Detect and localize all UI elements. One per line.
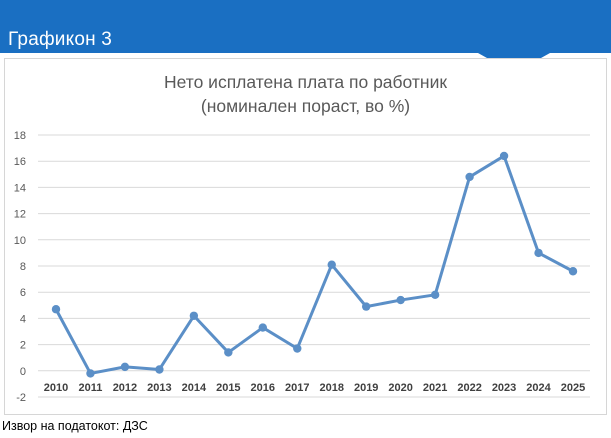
x-axis-ticks: 2010 2011 2012 2013 2014 2015 2016 2017 2018 2019… bbox=[44, 382, 585, 394]
y-tick-label: 10 bbox=[14, 235, 26, 247]
x-tick-label: 2013 bbox=[147, 382, 171, 394]
x-tick-label: 2014 bbox=[182, 382, 207, 394]
x-tick-label: 2022 bbox=[457, 382, 481, 394]
series-wage-growth bbox=[51, 151, 578, 378]
y-tick-label: 16 bbox=[14, 156, 26, 168]
data-point-2010 bbox=[51, 305, 61, 314]
chart-panel bbox=[4, 58, 607, 415]
data-point-2014 bbox=[189, 311, 199, 320]
x-tick-label: 2015 bbox=[216, 382, 240, 394]
x-tick-label: 2018 bbox=[319, 382, 343, 394]
series-line bbox=[54, 154, 575, 375]
y-tick-label: -2 bbox=[16, 392, 26, 404]
y-tick-label: 14 bbox=[14, 182, 26, 194]
x-tick-label: 2023 bbox=[492, 382, 516, 394]
data-point-2016 bbox=[258, 323, 267, 332]
data-point-2012 bbox=[120, 362, 130, 372]
x-tick-label: 2021 bbox=[423, 382, 447, 394]
data-point-2025 bbox=[568, 267, 578, 276]
source-note: Извор на податокот: ДЗС bbox=[2, 419, 148, 433]
chart-title-block: Нето исплатена плата по работник (номина… bbox=[4, 70, 607, 118]
data-point-2024 bbox=[534, 248, 543, 258]
chart-header-bar: Графикон 3 bbox=[0, 0, 611, 53]
figure-label: Графикон 3 bbox=[8, 29, 113, 50]
y-axis-ticks: -2 0 2 4 6 8 10 12 14 16 18 bbox=[14, 130, 26, 404]
x-tick-label: 2024 bbox=[526, 382, 551, 394]
data-point-2019 bbox=[362, 302, 371, 311]
chart-subtitle: (номинален пораст, во %) bbox=[200, 96, 411, 116]
data-point-2023 bbox=[499, 151, 509, 161]
data-point-2015 bbox=[224, 348, 233, 357]
chart-title: Нето исплатена плата по работник bbox=[163, 72, 448, 92]
y-tick-label: 12 bbox=[14, 209, 26, 221]
data-point-2021 bbox=[430, 290, 440, 300]
y-tick-label: 8 bbox=[20, 261, 26, 273]
grid-lines bbox=[38, 134, 590, 398]
y-tick-label: 18 bbox=[14, 130, 26, 142]
x-tick-label: 2016 bbox=[251, 382, 275, 394]
data-point-2017 bbox=[293, 344, 302, 353]
y-tick-label: 6 bbox=[20, 287, 26, 299]
data-point-2011 bbox=[86, 369, 95, 378]
x-tick-label: 2017 bbox=[285, 382, 309, 394]
x-tick-label: 2019 bbox=[354, 382, 378, 394]
y-tick-label: 2 bbox=[20, 340, 26, 352]
data-point-2013 bbox=[155, 365, 164, 374]
x-tick-label: 2011 bbox=[79, 382, 103, 394]
data-point-2022 bbox=[465, 172, 474, 182]
x-tick-label: 2010 bbox=[44, 382, 68, 394]
x-tick-label: 2025 bbox=[561, 382, 585, 394]
data-point-2020 bbox=[396, 295, 405, 305]
y-tick-label: 4 bbox=[20, 313, 26, 325]
y-tick-label: 0 bbox=[20, 366, 26, 378]
x-tick-label: 2012 bbox=[113, 382, 137, 394]
x-tick-label: 2020 bbox=[388, 382, 412, 394]
data-point-2018 bbox=[327, 260, 336, 269]
